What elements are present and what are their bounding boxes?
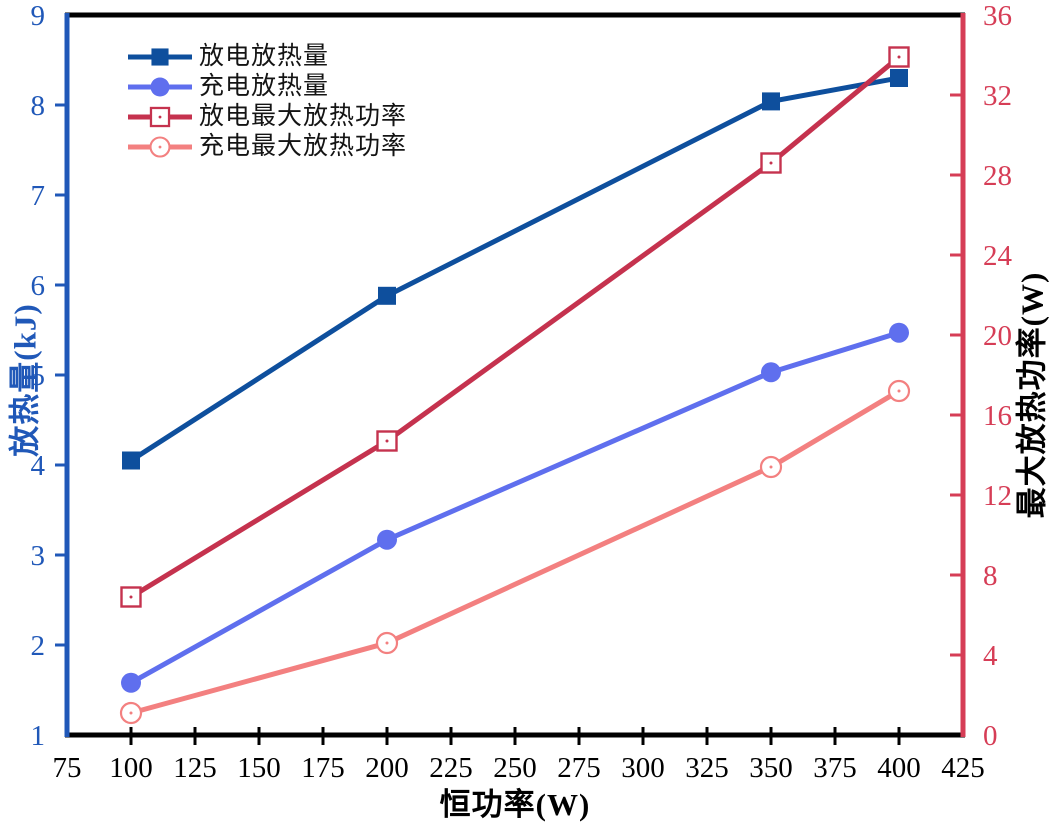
x-tick-label: 275 (557, 752, 601, 784)
marker-center-dot (129, 711, 133, 715)
legend-label: 放电放热量 (199, 43, 330, 70)
legend-item: 充电放热量 (128, 72, 407, 102)
right-tick-label: 0 (983, 720, 998, 752)
right-tick-label: 12 (983, 480, 1012, 512)
x-tick-label: 175 (301, 752, 345, 784)
left-tick-label: 5 (31, 360, 46, 392)
marker-center-dot (129, 595, 133, 599)
legend-label: 充电最大放热功率 (199, 133, 408, 160)
filled-square-marker (890, 69, 908, 87)
legend-label: 放电最大放热功率 (199, 103, 408, 130)
legend-label: 充电放热量 (199, 73, 330, 100)
left-tick-label: 2 (31, 630, 46, 662)
marker-center-dot (158, 115, 162, 119)
legend-item: 放电最大放热功率 (128, 102, 407, 132)
right-tick-label: 20 (983, 320, 1012, 352)
x-tick-label: 75 (53, 752, 82, 784)
x-tick-label: 350 (749, 752, 793, 784)
filled-circle-marker (121, 672, 141, 693)
marker-center-dot (769, 161, 773, 165)
legend-swatch-open-square-icon (128, 106, 192, 128)
filled-circle-marker (761, 362, 781, 383)
x-tick-label: 250 (493, 752, 537, 784)
left-tick-label: 4 (31, 450, 46, 482)
legend: 放电放热量 充电放热量 放电最大放热功率 充电最大放热功率 (128, 42, 407, 162)
x-tick-label: 375 (813, 752, 857, 784)
filled-square-marker (378, 286, 396, 305)
left-tick-label: 3 (31, 540, 46, 572)
marker-center-dot (385, 439, 389, 443)
marker-center-dot (897, 389, 901, 393)
left-tick-label: 6 (31, 270, 46, 302)
left-tick-label: 7 (31, 180, 46, 212)
left-tick-label: 9 (31, 0, 46, 32)
legend-swatch-open-circle-icon (128, 136, 192, 158)
left-axis-title: 放热量(kJ) (7, 303, 43, 457)
left-tick-label: 1 (31, 720, 46, 752)
legend-swatch-filled-square-icon (128, 48, 192, 66)
x-tick-label: 300 (621, 752, 665, 784)
marker-center-dot (385, 641, 389, 645)
series-line (130, 388, 901, 716)
marker-center-dot (769, 465, 773, 469)
right-tick-label: 28 (983, 160, 1012, 192)
right-tick-label: 4 (983, 640, 998, 672)
right-tick-label: 36 (983, 0, 1012, 32)
right-tick-label: 24 (983, 240, 1013, 272)
x-axis-title: 恒功率(W) (439, 787, 591, 822)
filled-square-marker (762, 92, 780, 111)
filled-circle-marker (889, 322, 909, 343)
series-line (129, 55, 901, 600)
x-tick-label: 225 (429, 752, 473, 784)
marker-center-dot (158, 145, 162, 149)
right-tick-label: 16 (983, 400, 1012, 432)
right-tick-label: 8 (983, 560, 998, 592)
x-tick-label: 425 (941, 752, 985, 784)
legend-item: 充电最大放热功率 (128, 132, 407, 162)
legend-item: 放电放热量 (128, 42, 407, 72)
filled-square-marker (151, 48, 169, 66)
x-tick-label: 400 (877, 752, 921, 784)
marker-center-dot (897, 55, 901, 59)
left-tick-label: 8 (31, 90, 46, 122)
x-tick-label: 325 (685, 752, 729, 784)
filled-circle-marker (377, 529, 397, 550)
filled-square-marker (122, 451, 140, 470)
filled-circle-marker (150, 77, 170, 97)
x-tick-label: 100 (109, 752, 153, 784)
right-axis-title: 最大放热功率(W) (1014, 271, 1050, 519)
x-tick-label: 125 (173, 752, 217, 784)
x-tick-label: 200 (365, 752, 409, 784)
legend-swatch-filled-circle-icon (128, 77, 192, 97)
x-tick-label: 150 (237, 752, 281, 784)
right-tick-label: 32 (983, 80, 1012, 112)
series-line (129, 75, 900, 463)
series-line (129, 330, 900, 685)
